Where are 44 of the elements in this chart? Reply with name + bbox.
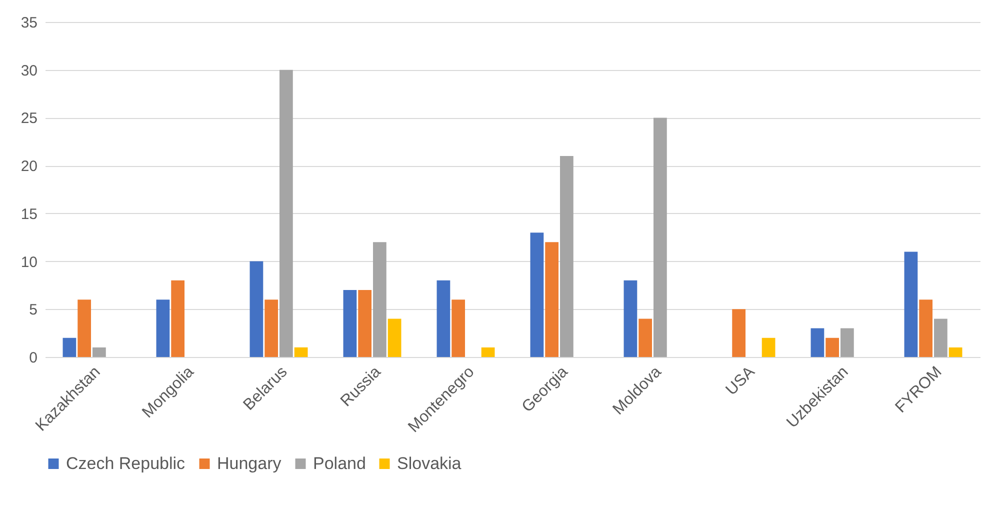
bar xyxy=(560,156,574,357)
y-tick-label: 5 xyxy=(29,302,38,319)
bar xyxy=(279,70,293,357)
bar xyxy=(294,347,308,357)
bar xyxy=(436,280,450,357)
bar xyxy=(372,242,386,357)
y-tick-label: 20 xyxy=(20,158,38,176)
bar xyxy=(171,280,185,357)
bar xyxy=(358,290,372,357)
y-tick-label: 35 xyxy=(20,14,38,32)
bar xyxy=(732,309,746,357)
bar xyxy=(840,328,854,357)
legend-label: Slovakia xyxy=(397,454,462,473)
y-tick-label: 15 xyxy=(20,206,38,223)
bar xyxy=(264,300,278,357)
bar xyxy=(92,347,106,357)
bar xyxy=(388,318,402,357)
bar xyxy=(343,290,357,357)
bar xyxy=(904,252,918,357)
bar xyxy=(530,232,544,357)
bar xyxy=(156,300,170,357)
bar xyxy=(481,347,495,357)
bar xyxy=(62,338,76,357)
y-tick-label: 25 xyxy=(20,110,38,128)
y-tick-label: 10 xyxy=(20,254,38,271)
legend-label: Czech Republic xyxy=(66,454,186,473)
legend-label: Hungary xyxy=(217,454,282,473)
bar xyxy=(545,242,559,357)
bar xyxy=(810,328,824,357)
legend-label: Poland xyxy=(313,454,366,473)
bar xyxy=(919,300,933,357)
y-tick-label: 30 xyxy=(20,62,38,80)
bar xyxy=(934,318,948,357)
bar xyxy=(826,338,840,357)
bar xyxy=(653,118,667,357)
x-tick-label: USA xyxy=(722,363,758,399)
bar xyxy=(452,300,466,357)
bar xyxy=(948,347,962,357)
bar xyxy=(762,338,776,357)
bar xyxy=(624,280,638,357)
bar xyxy=(250,261,264,357)
bar xyxy=(638,318,652,357)
y-tick-label: 0 xyxy=(29,350,38,366)
bar xyxy=(78,300,92,357)
